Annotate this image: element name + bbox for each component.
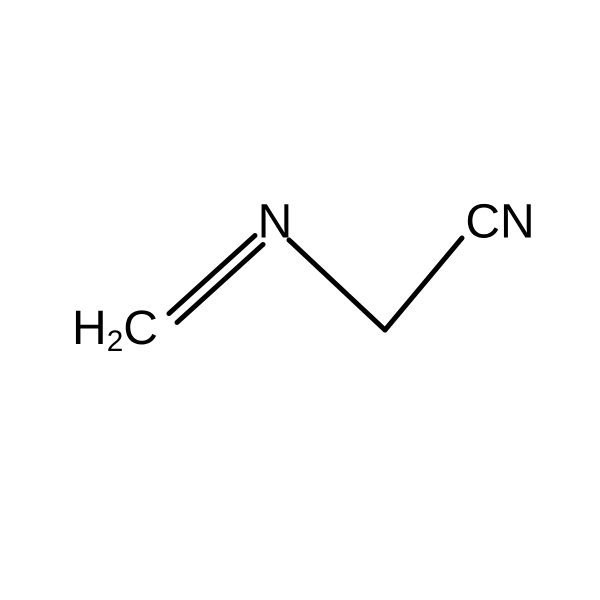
chemical-structure: H2C N CN xyxy=(0,0,600,600)
atom-n1: N xyxy=(258,195,293,250)
atom-cn: CN xyxy=(465,195,534,250)
atom-ch2: H2C xyxy=(72,301,158,359)
